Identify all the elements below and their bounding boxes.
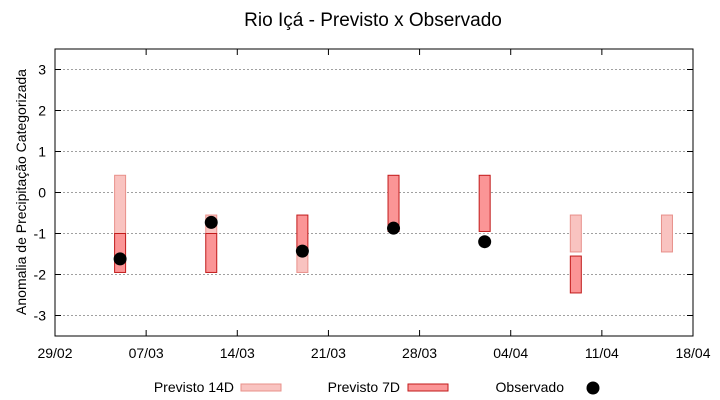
- y-axis-label: Anomalia de Precipitação Categorizada: [13, 69, 29, 315]
- x-tick-label: 29/02: [37, 345, 72, 361]
- y-tick-label: -2: [34, 267, 47, 283]
- legend-label: Previsto 7D: [328, 379, 400, 395]
- legend: Previsto 14D Previsto 7D Observado: [154, 379, 600, 395]
- bar-previsto-14d: [114, 174, 127, 234]
- legend-swatch: [586, 381, 600, 395]
- grid: [55, 69, 693, 316]
- y-tick-label: 0: [38, 185, 46, 201]
- point-observado: [387, 221, 401, 235]
- bar-previsto-7d: [478, 174, 491, 232]
- point-observado: [204, 215, 218, 229]
- y-tick-label: -3: [34, 308, 47, 324]
- axes: -3 -2 -1 0 1 2 3 29/02 07/03 14/03 21/03 28/03 04/04…: [34, 49, 711, 361]
- x-tick-label: 28/03: [402, 345, 437, 361]
- point-observado: [113, 252, 127, 266]
- chart-title: Rio Içá - Previsto x Observado: [244, 10, 502, 31]
- x-tick-label: 04/04: [493, 345, 528, 361]
- plot-frame: [54, 48, 694, 337]
- legend-swatch: [240, 383, 282, 392]
- y-tick-label: 1: [38, 144, 46, 160]
- bar-previsto-14d: [660, 214, 673, 253]
- bar-previsto-14d: [569, 214, 582, 253]
- legend-label: Previsto 14D: [154, 379, 234, 395]
- point-observado: [478, 235, 492, 249]
- legend-label: Observado: [496, 379, 565, 395]
- point-observado: [295, 244, 309, 258]
- x-tick-label: 18/04: [675, 345, 710, 361]
- y-tick-label: 2: [38, 103, 46, 119]
- observations: [113, 215, 492, 266]
- x-tick-label: 11/04: [585, 345, 619, 361]
- bar-previsto-7d: [569, 255, 582, 294]
- legend-swatch: [407, 383, 449, 392]
- x-tick-label: 07/03: [129, 345, 164, 361]
- x-tick-label: 21/03: [311, 345, 346, 361]
- bar-previsto-7d: [205, 233, 218, 273]
- y-tick-label: -1: [34, 226, 47, 242]
- x-tick-label: 14/03: [220, 345, 255, 361]
- y-tick-label: 3: [38, 62, 46, 78]
